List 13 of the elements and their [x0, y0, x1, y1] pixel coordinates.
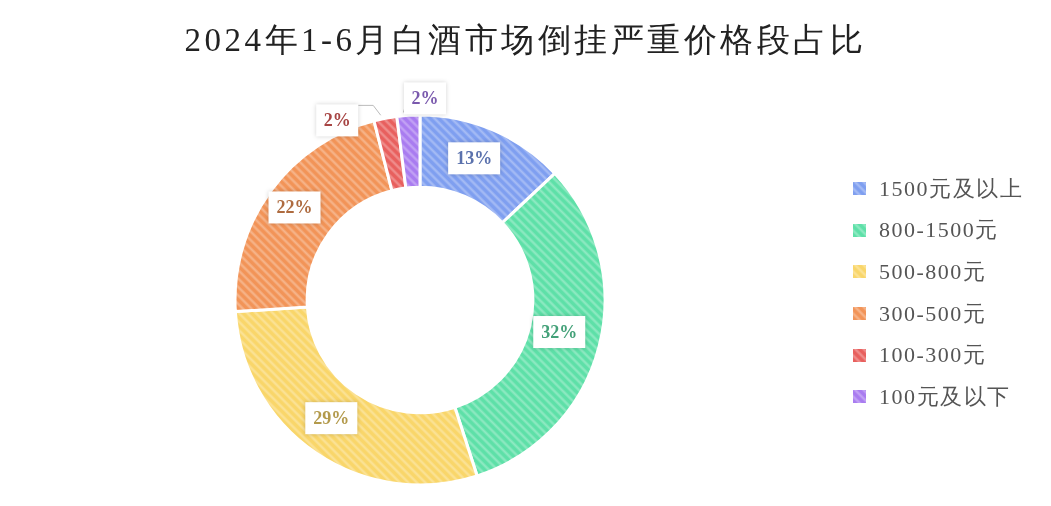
- legend-label: 100元及以下: [879, 382, 1011, 411]
- legend-label: 300-500元: [879, 299, 987, 328]
- legend-label: 500-800元: [879, 258, 987, 286]
- data-label: 2%: [323, 110, 351, 131]
- data-label: 32%: [541, 322, 578, 343]
- data-label: 22%: [276, 197, 313, 218]
- data-label: 29%: [313, 408, 350, 429]
- legend-label: 1500元及以上: [879, 174, 1023, 203]
- data-label: 13%: [456, 148, 493, 169]
- data-label: 2%: [411, 88, 439, 109]
- legend-label: 800-1500元: [879, 216, 999, 245]
- legend-label: 100-300元: [879, 341, 987, 370]
- chart-title: 2024年1-6月白酒市场倒挂严重价格段占比: [183, 21, 868, 60]
